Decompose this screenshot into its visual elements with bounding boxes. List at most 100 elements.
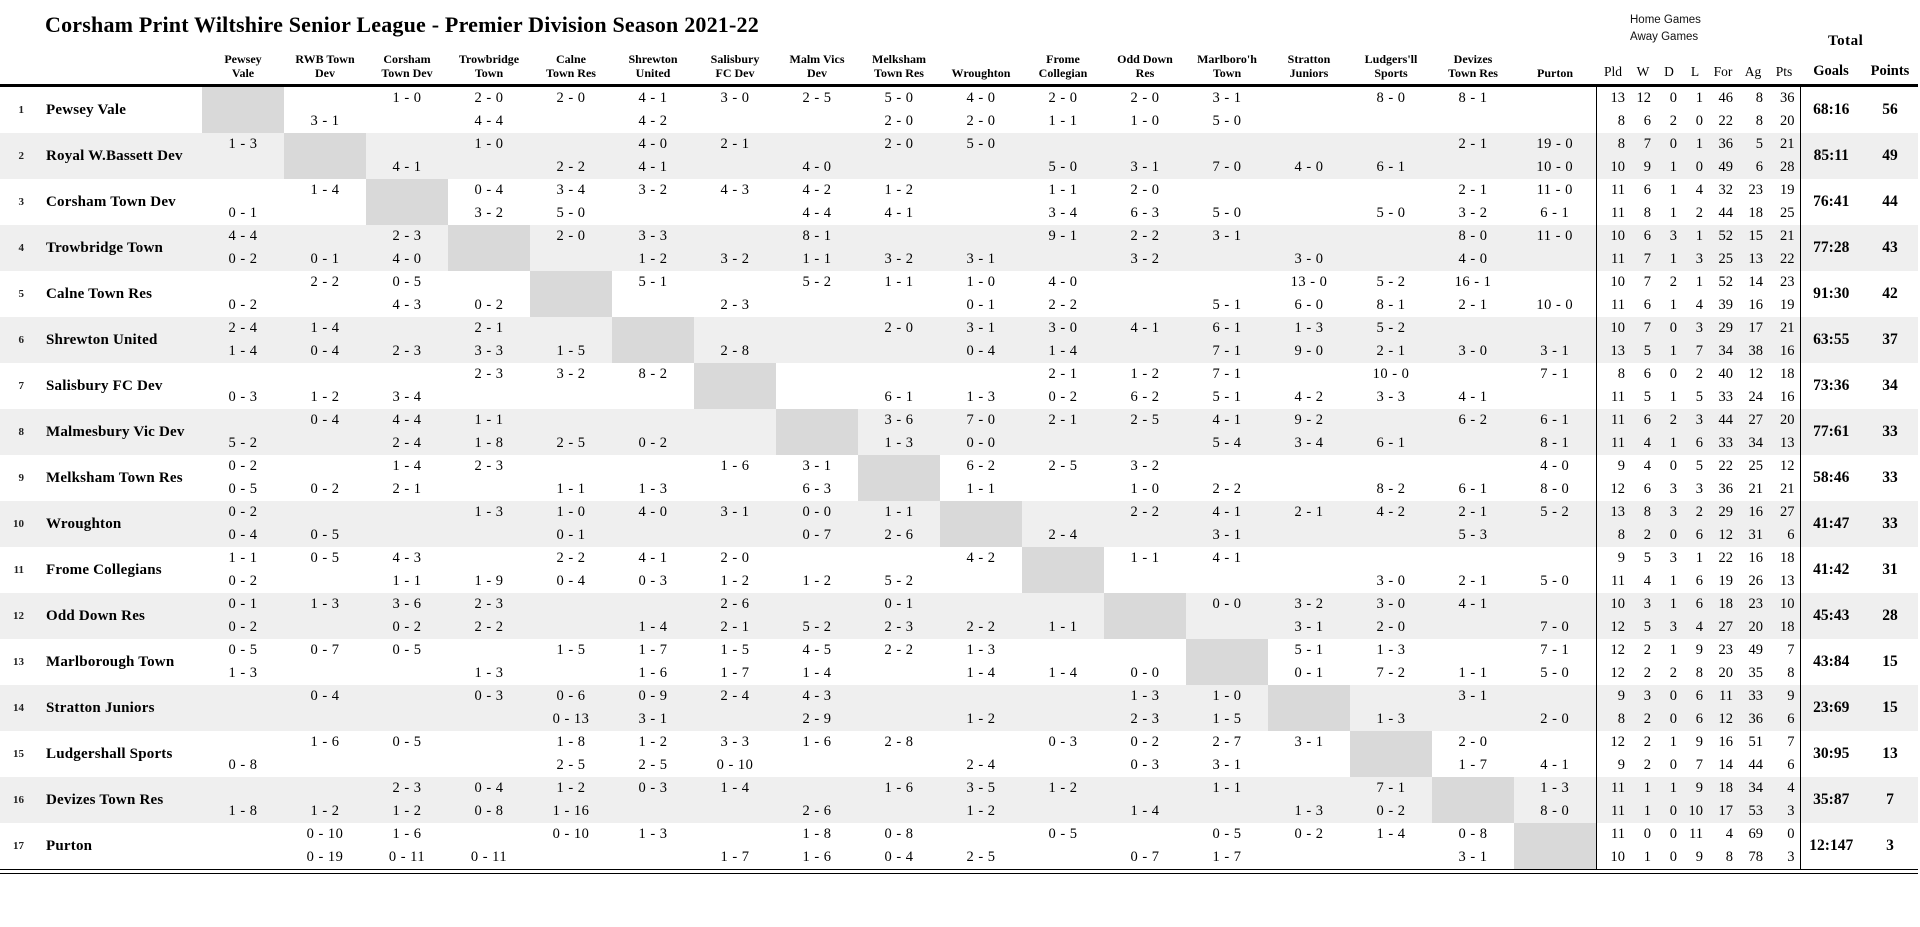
away-result-cell: 6 - 1 xyxy=(1350,156,1432,180)
diagonal-cell xyxy=(448,225,530,249)
home-stat-cell: 52 xyxy=(1718,274,1734,291)
diagonal-cell xyxy=(1350,731,1432,755)
team-rank: 3 xyxy=(18,196,25,209)
away-stat-cell: 3 xyxy=(1669,481,1677,498)
away-result-cell: 7 - 2 xyxy=(1376,665,1406,682)
column-header: Trowbridge Town xyxy=(448,52,530,88)
home-result-cell xyxy=(202,777,284,801)
away-result-cell xyxy=(1104,570,1186,593)
home-result-cell: 7 - 0 xyxy=(940,409,1022,433)
away-result-cell: 0 - 1 xyxy=(284,248,366,272)
home-result-cell: 9 - 2 xyxy=(1268,409,1350,433)
stat-column-header: D xyxy=(1656,52,1682,88)
away-result-cell xyxy=(366,662,448,685)
away-result-cell: 2 - 4 xyxy=(366,432,448,456)
team-rank: 1 xyxy=(18,104,25,117)
home-stat-cell: 2 xyxy=(1695,366,1703,383)
away-result-cell: 3 - 1 xyxy=(940,248,1022,272)
home-result-cell: 4 - 2 xyxy=(966,550,996,567)
away-result-cell xyxy=(448,524,530,548)
home-stat-cell: 52 xyxy=(1708,225,1738,249)
away-result-cell: 0 - 2 xyxy=(1350,800,1432,824)
team-rank: 5 xyxy=(18,288,25,301)
points-total: 34 xyxy=(1882,377,1898,395)
away-result-cell: 4 - 1 xyxy=(1458,389,1488,406)
home-result-cell xyxy=(612,593,694,617)
home-result-cell: 10 - 0 xyxy=(1372,366,1410,383)
away-stat-cell: 36 xyxy=(1738,708,1768,732)
diagonal-cell xyxy=(1514,823,1596,847)
diagonal-cell xyxy=(612,340,694,364)
away-result-cell: 2 - 8 xyxy=(694,340,776,364)
away-result-cell: 0 - 19 xyxy=(306,849,344,866)
away-stat-cell: 0 xyxy=(1669,757,1677,774)
away-stat-cell: 25 xyxy=(1708,248,1738,272)
away-stat-cell: 25 xyxy=(1780,205,1795,222)
home-stat-cell: 19 xyxy=(1780,182,1795,199)
home-result-cell: 1 - 1 xyxy=(448,409,530,433)
away-result-cell xyxy=(448,754,530,777)
away-result-cell: 2 - 3 xyxy=(720,297,750,314)
home-stat-cell: 21 xyxy=(1768,225,1800,249)
away-result-cell xyxy=(284,570,366,593)
home-result-cell xyxy=(448,271,530,294)
diagonal-cell xyxy=(530,294,612,318)
away-result-cell: 1 - 1 xyxy=(1458,665,1488,682)
diagonal-cell xyxy=(858,455,940,479)
home-result-cell xyxy=(1268,179,1350,202)
home-stat-cell: 1 xyxy=(1682,225,1708,249)
away-result-cell: 5 - 2 xyxy=(202,432,284,456)
away-result-cell: 1 - 1 xyxy=(776,248,858,272)
away-stat-cell: 5 xyxy=(1695,389,1703,406)
away-stat-cell: 14 xyxy=(1718,757,1734,774)
away-stat-cell: 0 xyxy=(1656,800,1682,824)
home-result-cell xyxy=(284,363,366,386)
away-result-cell: 6 - 3 xyxy=(1130,205,1160,222)
page-header: Corsham Print Wiltshire Senior League - … xyxy=(0,0,1920,52)
home-result-cell xyxy=(1104,271,1186,294)
away-stat-cell: 36 xyxy=(1718,481,1734,498)
home-stat-cell: 21 xyxy=(1768,317,1800,341)
away-result-cell: 2 - 1 xyxy=(1458,573,1488,590)
home-result-cell: 3 - 3 xyxy=(612,225,694,249)
away-result-cell xyxy=(776,294,858,317)
away-result-cell: 4 - 0 xyxy=(1432,248,1514,272)
home-stat-cell: 16 xyxy=(1748,550,1764,567)
home-stat-cell: 0 xyxy=(1669,826,1677,843)
home-result-cell: 5 - 2 xyxy=(1350,317,1432,341)
points-total: 31 xyxy=(1882,561,1898,579)
home-result-cell: 1 - 2 xyxy=(1022,777,1104,801)
away-result-cell: 1 - 3 xyxy=(1268,800,1350,824)
diagonal-cell xyxy=(1104,616,1186,640)
home-result-cell xyxy=(1022,133,1104,157)
away-result-cell: 6 - 0 xyxy=(1294,297,1324,314)
home-result-cell: 2 - 2 xyxy=(556,550,586,567)
away-result-cell: 3 - 1 xyxy=(310,113,340,130)
away-stat-cell: 11 xyxy=(1595,386,1630,410)
team-name: Salisbury FC Dev xyxy=(46,377,163,394)
away-stat-cell: 11 xyxy=(1595,248,1630,272)
away-stat-cell: 1 xyxy=(1656,340,1682,364)
home-stat-cell: 7 xyxy=(1643,274,1651,291)
home-result-cell: 2 - 3 xyxy=(448,593,530,617)
home-result-cell: 1 - 2 xyxy=(1130,366,1160,383)
away-result-cell: 8 - 1 xyxy=(1376,297,1406,314)
home-result-cell xyxy=(202,731,284,754)
home-result-cell: 1 - 3 xyxy=(1104,685,1186,709)
home-stat-cell: 0 xyxy=(1656,133,1682,157)
home-result-cell: 1 - 6 xyxy=(310,734,340,751)
away-stat-cell: 2 xyxy=(1669,665,1677,682)
away-result-cell xyxy=(1514,524,1596,548)
away-result-cell xyxy=(1432,616,1514,640)
away-result-cell xyxy=(858,662,940,685)
away-result-cell xyxy=(284,708,366,732)
away-stat-cell: 7 xyxy=(1682,340,1708,364)
away-result-cell xyxy=(694,708,776,732)
column-header: Shrewton United xyxy=(612,52,694,88)
goals-total: 41:47 xyxy=(1799,501,1862,548)
home-stat-cell: 8 xyxy=(1595,363,1630,387)
away-result-cell xyxy=(694,110,776,133)
away-result-cell xyxy=(1350,846,1432,869)
away-result-cell: 5 - 0 xyxy=(1540,573,1570,590)
home-result-cell: 1 - 2 xyxy=(884,182,914,199)
